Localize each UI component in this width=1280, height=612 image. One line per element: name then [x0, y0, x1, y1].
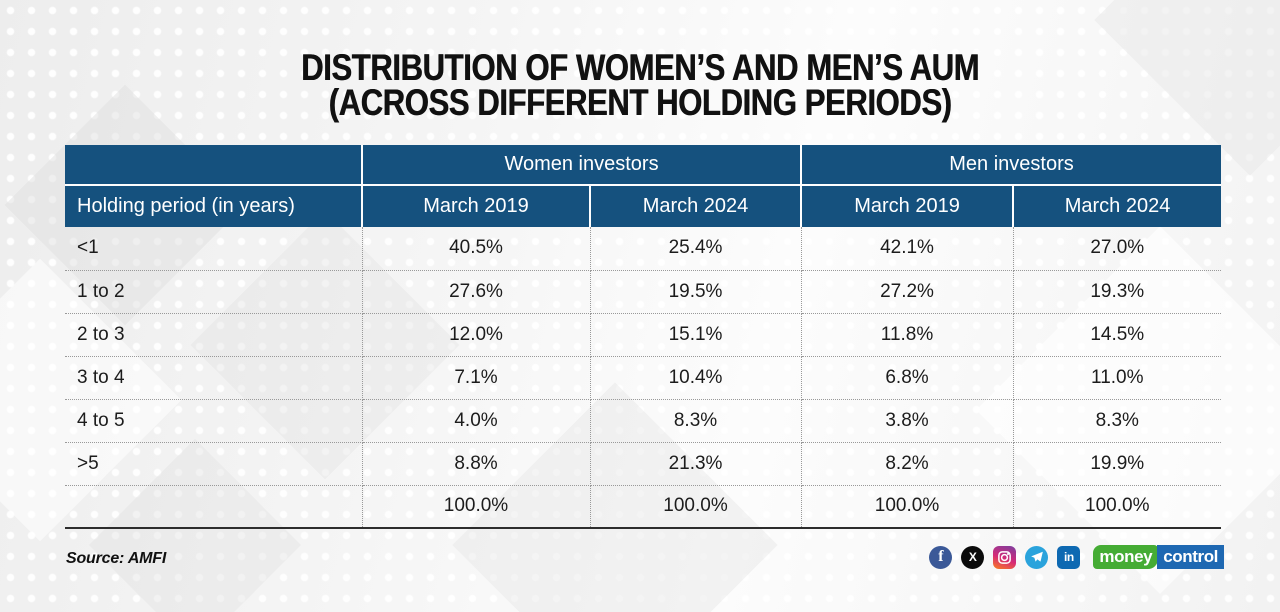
- total-cell: 100.0%: [1013, 485, 1222, 529]
- value-cell: 8.3%: [590, 399, 802, 443]
- period-cell: 4 to 5: [65, 399, 363, 443]
- period-cell: 1 to 2: [65, 270, 363, 314]
- value-cell: 27.6%: [362, 270, 591, 314]
- column-header-period: Holding period (in years): [65, 185, 363, 227]
- paper-plane-glyph: [1031, 551, 1043, 562]
- telegram-icon[interactable]: [1025, 545, 1049, 569]
- period-cell: 2 to 3: [65, 313, 363, 357]
- column-header-men-2024: March 2024: [1013, 185, 1222, 227]
- instagram-icon[interactable]: [993, 545, 1017, 569]
- value-cell: 15.1%: [590, 313, 802, 357]
- value-cell: 25.4%: [590, 227, 802, 271]
- x-icon[interactable]: X: [961, 545, 985, 569]
- value-cell: 12.0%: [362, 313, 591, 357]
- value-cell: 8.2%: [801, 442, 1014, 486]
- group-header-empty-cell: [65, 145, 363, 186]
- column-header-men-2019: March 2019: [801, 185, 1015, 227]
- period-cell: >5: [65, 442, 363, 486]
- value-cell: 8.8%: [362, 442, 591, 486]
- table-row: 4 to 5 4.0% 8.3% 3.8% 8.3%: [65, 399, 1222, 443]
- column-header-row: Holding period (in years) March 2019 Mar…: [65, 185, 1222, 227]
- value-cell: 27.2%: [801, 270, 1014, 314]
- group-header-women: Women investors: [362, 145, 803, 186]
- table-total-row: 100.0% 100.0% 100.0% 100.0%: [65, 485, 1222, 529]
- total-cell: 100.0%: [590, 485, 802, 529]
- source-attribution: Source: AMFI: [66, 550, 167, 567]
- value-cell: 42.1%: [801, 227, 1014, 271]
- facebook-icon[interactable]: f: [929, 545, 953, 569]
- page-title: DISTRIBUTION OF WOMEN’S AND MEN’S AUM (A…: [0, 47, 1280, 123]
- footer-social-bar: f X in money control: [929, 545, 1224, 569]
- aum-distribution-table: Women investors Men investors Holding pe…: [65, 145, 1222, 529]
- period-cell: <1: [65, 227, 363, 271]
- table-row: 1 to 2 27.6% 19.5% 27.2% 19.3%: [65, 270, 1222, 314]
- camera-glyph: [998, 550, 1012, 564]
- value-cell: 14.5%: [1013, 313, 1222, 357]
- table-row: 3 to 4 7.1% 10.4% 6.8% 11.0%: [65, 356, 1222, 400]
- title-line-2: (ACROSS DIFFERENT HOLDING PERIODS): [328, 82, 952, 123]
- table-row: >5 8.8% 21.3% 8.2% 19.9%: [65, 442, 1222, 486]
- total-cell: 100.0%: [362, 485, 591, 529]
- value-cell: 19.9%: [1013, 442, 1222, 486]
- period-cell: 3 to 4: [65, 356, 363, 400]
- title-line-1: DISTRIBUTION OF WOMEN’S AND MEN’S AUM: [301, 47, 979, 88]
- value-cell: 4.0%: [362, 399, 591, 443]
- group-header-men: Men investors: [801, 145, 1222, 186]
- value-cell: 21.3%: [590, 442, 802, 486]
- value-cell: 10.4%: [590, 356, 802, 400]
- column-header-women-2019: March 2019: [362, 185, 591, 227]
- value-cell: 11.0%: [1013, 356, 1222, 400]
- table-row: <1 40.5% 25.4% 42.1% 27.0%: [65, 227, 1222, 271]
- total-cell: 100.0%: [801, 485, 1014, 529]
- moneycontrol-logo-money: money: [1093, 545, 1159, 569]
- moneycontrol-logo-control: control: [1157, 545, 1224, 569]
- value-cell: 19.5%: [590, 270, 802, 314]
- value-cell: 8.3%: [1013, 399, 1222, 443]
- value-cell: 27.0%: [1013, 227, 1222, 271]
- value-cell: 6.8%: [801, 356, 1014, 400]
- value-cell: 11.8%: [801, 313, 1014, 357]
- period-cell: [65, 485, 363, 529]
- table-row: 2 to 3 12.0% 15.1% 11.8% 14.5%: [65, 313, 1222, 357]
- column-header-women-2024: March 2024: [590, 185, 803, 227]
- value-cell: 3.8%: [801, 399, 1014, 443]
- group-header-row: Women investors Men investors: [65, 145, 1222, 186]
- moneycontrol-logo[interactable]: money control: [1093, 545, 1224, 569]
- value-cell: 19.3%: [1013, 270, 1222, 314]
- linkedin-icon[interactable]: in: [1057, 545, 1081, 569]
- value-cell: 7.1%: [362, 356, 591, 400]
- value-cell: 40.5%: [362, 227, 591, 271]
